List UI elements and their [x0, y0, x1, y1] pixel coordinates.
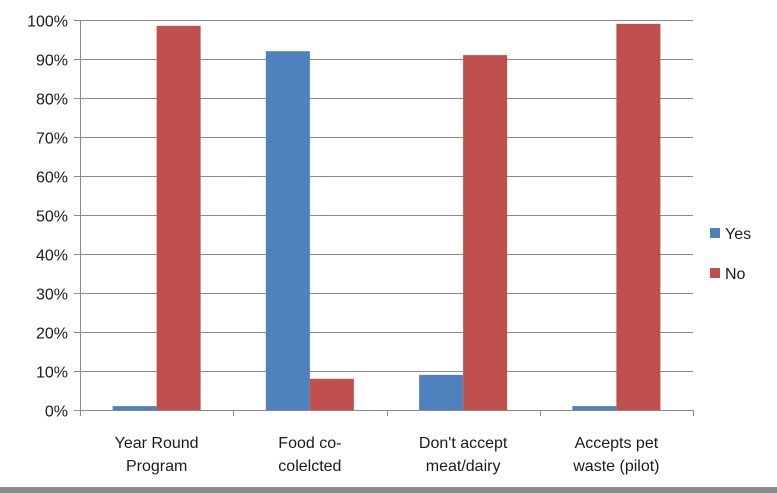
x-category-label: Food co-	[278, 435, 341, 452]
y-tick-label: 10%	[36, 365, 68, 382]
bar-no	[309, 378, 354, 410]
axes	[80, 20, 694, 416]
bar-yes	[265, 51, 310, 410]
legend-swatch-no	[710, 268, 720, 278]
x-category-label: waste (pilot)	[572, 458, 659, 475]
x-category-label: Don't accept	[419, 435, 508, 452]
y-tick-label: 90%	[36, 53, 68, 70]
y-tick-label: 0%	[45, 404, 68, 421]
x-category-label: Year Round	[115, 435, 199, 452]
y-tick-label: 70%	[36, 131, 68, 148]
x-category-label: meat/dairy	[426, 458, 501, 475]
y-tick-label: 80%	[36, 92, 68, 109]
bar-yes	[572, 406, 617, 410]
bars	[112, 23, 661, 411]
bar-yes	[112, 406, 157, 410]
bar-no	[616, 23, 661, 411]
y-tick-label: 20%	[36, 326, 68, 343]
y-tick-labels: 0% 10% 20% 30% 40% 50% 60% 70% 80% 90% 100%	[27, 14, 68, 421]
y-tick-label: 40%	[36, 248, 68, 265]
bar-no	[463, 55, 508, 410]
legend-swatch-yes	[710, 228, 720, 238]
bar-no	[156, 25, 201, 410]
x-category-labels: Year Round Program Food co-colelcted Don't …	[115, 435, 660, 475]
y-tick-label: 50%	[36, 209, 68, 226]
x-category-label: Program	[126, 458, 187, 475]
legend-label-yes: Yes	[725, 226, 751, 243]
legend-label-no: No	[725, 266, 746, 283]
bottom-border	[0, 487, 777, 493]
x-category-label: Accepts pet	[575, 435, 659, 452]
y-tick-label: 100%	[27, 14, 68, 31]
bar-yes	[419, 374, 464, 410]
y-tick-label: 30%	[36, 287, 68, 304]
x-category-label: colelcted	[278, 458, 341, 475]
y-tick-label: 60%	[36, 170, 68, 187]
legend: Yes No	[710, 226, 751, 283]
